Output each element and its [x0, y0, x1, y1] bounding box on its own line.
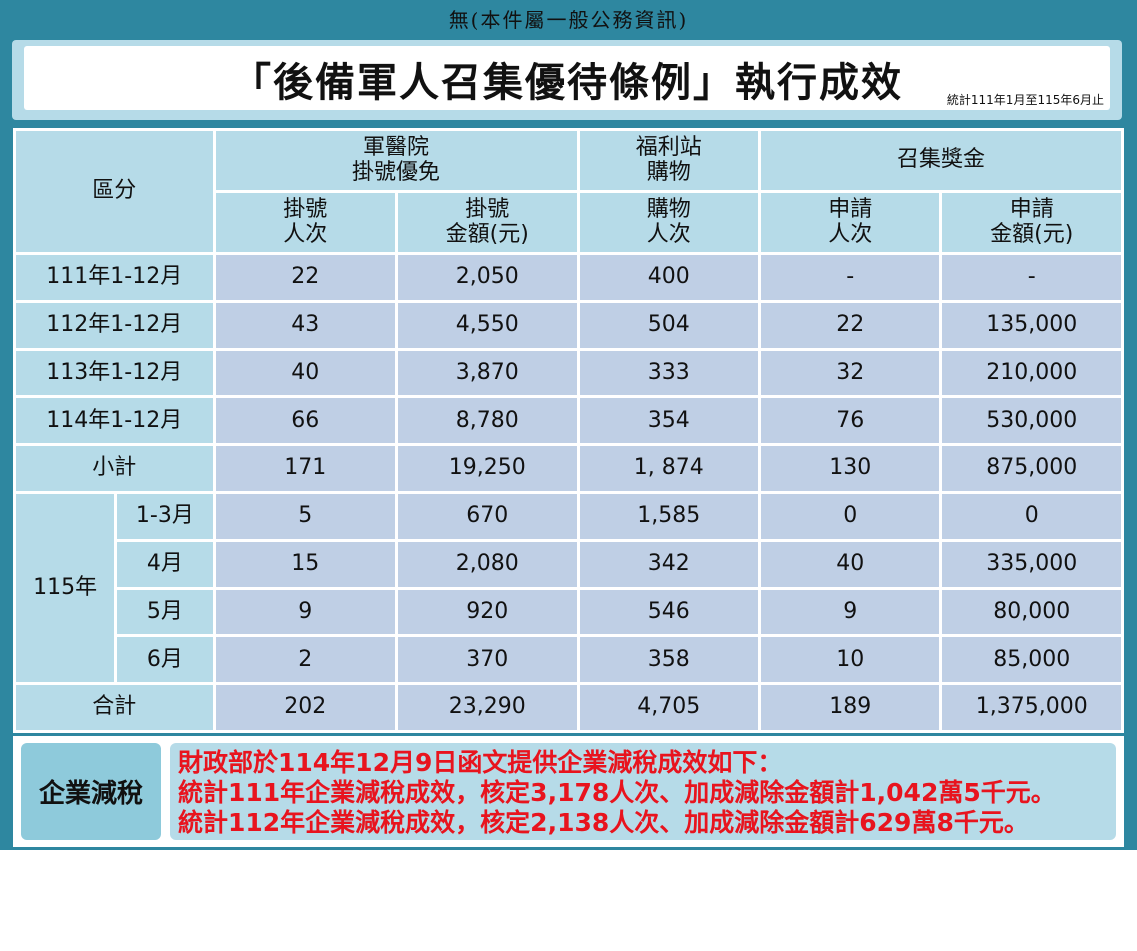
cell: 15	[215, 541, 396, 587]
table-row-115-apr: 4月 15 2,080 342 40 335,000	[16, 541, 1121, 587]
period-note: 統計111年1月至115年6月止	[946, 93, 1104, 107]
cell: 76	[761, 398, 940, 444]
cell: 2,080	[398, 541, 577, 587]
cell: 1,375,000	[942, 685, 1121, 730]
slide-frame: 無(本件屬一般公務資訊) 「後備軍人召集優待條例」執行成效 統計111年1月至1…	[0, 0, 1137, 850]
cell: -	[942, 255, 1121, 300]
subheader-apply-amount: 申請 金額(元)	[942, 193, 1121, 252]
table-row-112: 112年1-12月 43 4,550 504 22 135,000	[16, 302, 1121, 348]
cell: 22	[215, 255, 396, 300]
cell: 171	[215, 446, 396, 491]
group-header-store: 福利站 購物	[579, 131, 758, 190]
subheader-reg-count: 掛號 人次	[215, 193, 396, 252]
cell: 66	[215, 398, 396, 444]
cell: 10	[761, 637, 940, 683]
cell: 335,000	[942, 541, 1121, 587]
cell: 2	[215, 637, 396, 683]
table-row-115-jun: 6月 2 370 358 10 85,000	[16, 637, 1121, 683]
tax-reduction-label: 企業減稅	[21, 743, 161, 840]
row-label: 4月	[117, 541, 213, 587]
cell: 354	[579, 398, 758, 444]
cell: 8,780	[398, 398, 577, 444]
group-header-hospital: 軍醫院 掛號優免	[215, 131, 577, 190]
category-header: 區分	[16, 131, 213, 252]
cell: 40	[761, 541, 940, 587]
cell: 22	[761, 302, 940, 348]
page-title: 「後備軍人召集優待條例」執行成效	[231, 60, 903, 106]
group-header-bonus: 召集獎金	[761, 131, 1121, 190]
cell: 5	[215, 493, 396, 539]
cell: 370	[398, 637, 577, 683]
cell: -	[761, 255, 940, 300]
cell: 333	[579, 350, 758, 396]
cell: 9	[215, 589, 396, 635]
tax-line: 財政部於114年12月9日函文提供企業減稅成效如下：	[178, 748, 783, 777]
cell: 1,585	[579, 493, 758, 539]
cell: 504	[579, 302, 758, 348]
cell: 875,000	[942, 446, 1121, 491]
cell: 85,000	[942, 637, 1121, 683]
table-row-total: 合計 202 23,290 4,705 189 1,375,000	[16, 685, 1121, 730]
row-label: 111年1-12月	[16, 255, 213, 300]
tax-reduction-panel: 企業減稅 財政部於114年12月9日函文提供企業減稅成效如下： 統計111年企業…	[13, 736, 1124, 847]
row-label: 6月	[117, 637, 213, 683]
cell: 43	[215, 302, 396, 348]
year-115-label: 115年	[16, 493, 115, 683]
row-label: 小計	[16, 446, 213, 491]
tax-reduction-text: 財政部於114年12月9日函文提供企業減稅成效如下： 統計111年企業減稅成效，…	[170, 743, 1116, 840]
cell: 130	[761, 446, 940, 491]
table-row-subtotal: 小計 171 19,250 1, 874 130 875,000	[16, 446, 1121, 491]
cell: 210,000	[942, 350, 1121, 396]
table-row-114: 114年1-12月 66 8,780 354 76 530,000	[16, 398, 1121, 444]
row-label: 合計	[16, 685, 213, 730]
row-label: 113年1-12月	[16, 350, 213, 396]
row-label: 5月	[117, 589, 213, 635]
cell: 32	[761, 350, 940, 396]
subheader-apply-count: 申請 人次	[761, 193, 940, 252]
cell: 202	[215, 685, 396, 730]
cell: 400	[579, 255, 758, 300]
title-box: 「後備軍人召集優待條例」執行成效 統計111年1月至115年6月止	[24, 46, 1110, 110]
cell: 2,050	[398, 255, 577, 300]
subheader-reg-amount: 掛號 金額(元)	[398, 193, 577, 252]
table-row-115-may: 5月 9 920 546 9 80,000	[16, 589, 1121, 635]
subheader-shop-count: 購物 人次	[579, 193, 758, 252]
tax-line: 統計111年企業減稅成效，核定3,178人次、加成減除金額計1,042萬5千元。	[178, 778, 1056, 807]
row-label: 114年1-12月	[16, 398, 213, 444]
results-table: 區分 軍醫院 掛號優免 福利站 購物 召集獎金 掛號 人次 掛號 金額(元) 購…	[13, 128, 1124, 733]
cell: 23,290	[398, 685, 577, 730]
cell: 546	[579, 589, 758, 635]
tax-line: 統計112年企業減稅成效，核定2,138人次、加成減除金額計629萬8千元。	[178, 808, 1029, 837]
cell: 189	[761, 685, 940, 730]
table-row-111: 111年1-12月 22 2,050 400 - -	[16, 255, 1121, 300]
cell: 1, 874	[579, 446, 758, 491]
cell: 40	[215, 350, 396, 396]
cell: 4,550	[398, 302, 577, 348]
cell: 342	[579, 541, 758, 587]
classification-label: 無(本件屬一般公務資訊)	[448, 8, 689, 32]
cell: 530,000	[942, 398, 1121, 444]
title-panel: 「後備軍人召集優待條例」執行成效 統計111年1月至115年6月止	[12, 40, 1122, 120]
cell: 19,250	[398, 446, 577, 491]
cell: 4,705	[579, 685, 758, 730]
cell: 358	[579, 637, 758, 683]
cell: 0	[761, 493, 940, 539]
row-label: 1-3月	[117, 493, 213, 539]
cell: 9	[761, 589, 940, 635]
row-label: 112年1-12月	[16, 302, 213, 348]
cell: 80,000	[942, 589, 1121, 635]
cell: 670	[398, 493, 577, 539]
cell: 920	[398, 589, 577, 635]
cell: 0	[942, 493, 1121, 539]
table-row-113: 113年1-12月 40 3,870 333 32 210,000	[16, 350, 1121, 396]
cell: 3,870	[398, 350, 577, 396]
table-row-115-q1: 115年 1-3月 5 670 1,585 0 0	[16, 493, 1121, 683]
cell: 135,000	[942, 302, 1121, 348]
